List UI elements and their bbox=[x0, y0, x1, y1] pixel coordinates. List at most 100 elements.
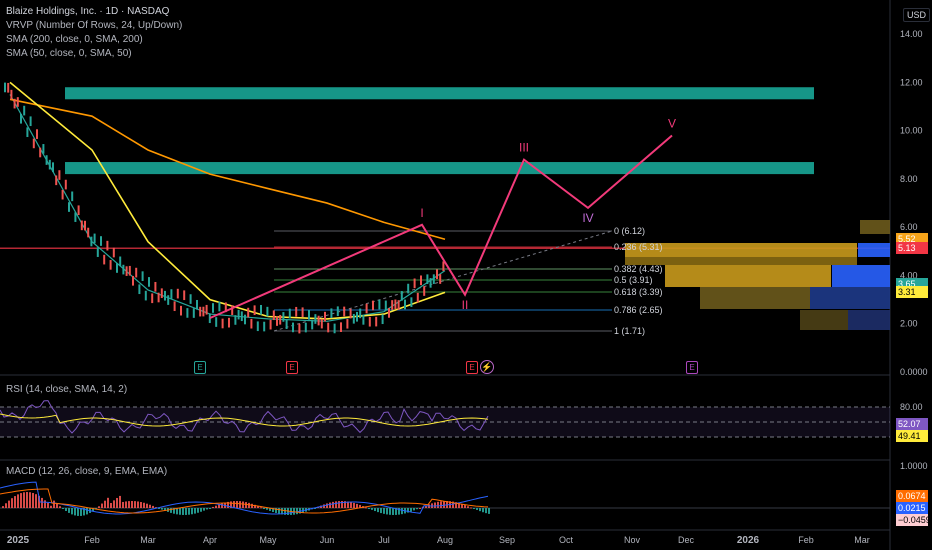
macd-histogram-bar bbox=[245, 502, 247, 508]
candle bbox=[125, 266, 128, 276]
macd-histogram-bar bbox=[236, 501, 238, 508]
legend-sma50[interactable]: SMA (50, close, 0, SMA, 50) bbox=[6, 48, 132, 59]
macd-histogram-bar bbox=[5, 503, 7, 508]
macd-histogram-bar bbox=[413, 508, 415, 511]
candle bbox=[400, 291, 403, 301]
macd-histogram-bar bbox=[365, 507, 367, 509]
legend-vrvp[interactable]: VRVP (Number Of Rows, 24, Up/Down) bbox=[6, 20, 183, 31]
macd-histogram-bar bbox=[200, 508, 202, 512]
candle bbox=[42, 144, 45, 154]
lightning-icon[interactable]: ⚡ bbox=[480, 360, 494, 374]
elliott-wave-path[interactable] bbox=[209, 134, 673, 319]
candle bbox=[365, 303, 368, 314]
macd-label[interactable]: MACD (12, 26, close, 9, EMA, EMA) bbox=[6, 466, 168, 477]
price-tick-label: 4.00 bbox=[900, 270, 918, 280]
macd-histogram-bar bbox=[182, 508, 184, 515]
candle bbox=[416, 292, 419, 303]
candle bbox=[202, 306, 205, 317]
earnings-icon[interactable]: E bbox=[466, 361, 478, 374]
candle bbox=[432, 274, 435, 284]
rsi-value-tag[interactable]: 49.41 bbox=[896, 430, 928, 442]
macd-histogram-bar bbox=[470, 507, 472, 509]
candle bbox=[116, 263, 118, 273]
time-axis-label: Jun bbox=[320, 535, 335, 545]
price-tag[interactable]: 5.52 bbox=[896, 232, 928, 245]
macd-histogram-bar bbox=[158, 508, 160, 509]
candle bbox=[48, 159, 51, 170]
macd-histogram-bar bbox=[143, 502, 145, 508]
volume-profile-bar bbox=[858, 243, 890, 257]
candle bbox=[272, 310, 275, 321]
candle bbox=[266, 306, 269, 317]
rsi-line[interactable] bbox=[0, 400, 489, 434]
candle bbox=[138, 284, 141, 295]
price-tag[interactable]: 5.13 bbox=[896, 242, 928, 255]
earnings-icon[interactable]: E bbox=[286, 361, 298, 374]
series-line-sma200[interactable] bbox=[9, 98, 446, 241]
price-tick-label: 14.00 bbox=[900, 29, 923, 39]
candle bbox=[39, 147, 42, 158]
macd-histogram-bar bbox=[464, 505, 466, 508]
macd-histogram-bar bbox=[323, 504, 325, 508]
candle bbox=[148, 277, 150, 287]
macd-histogram-bar bbox=[269, 508, 271, 511]
candle bbox=[218, 301, 221, 312]
macd-histogram-bar bbox=[161, 508, 163, 510]
series-line-sma50[interactable] bbox=[9, 81, 446, 320]
candle bbox=[269, 319, 272, 330]
candle bbox=[173, 301, 176, 312]
macd-value-tag[interactable]: 0.0215 bbox=[896, 502, 928, 514]
candle bbox=[20, 113, 22, 124]
macd-histogram-bar bbox=[221, 503, 223, 508]
rsi-sma-line[interactable] bbox=[0, 413, 489, 427]
candle bbox=[301, 307, 304, 318]
candle bbox=[404, 299, 406, 310]
candle bbox=[128, 265, 131, 276]
macd-histogram-bar bbox=[155, 507, 157, 509]
earnings-icon[interactable]: E bbox=[686, 361, 698, 374]
macd-histogram-bar bbox=[260, 507, 262, 509]
resistance-zone[interactable] bbox=[65, 162, 814, 175]
rsi-value-tag[interactable]: 52.07 bbox=[896, 418, 928, 430]
macd-histogram-bar bbox=[377, 508, 379, 513]
earnings-icon[interactable]: E bbox=[194, 361, 206, 374]
macd-histogram-bar bbox=[197, 508, 199, 513]
macd-histogram-bar bbox=[329, 502, 331, 508]
macd-histogram-bar bbox=[50, 505, 52, 508]
macd-line[interactable] bbox=[0, 481, 489, 515]
candle bbox=[192, 308, 195, 318]
macd-histogram-bar bbox=[473, 508, 475, 509]
macd-histogram-bar bbox=[425, 505, 427, 508]
candle bbox=[292, 322, 294, 333]
macd-value-tag[interactable]: 0.0674 bbox=[896, 490, 928, 502]
price-tag[interactable]: 3.31 bbox=[896, 286, 928, 299]
macd-histogram-bar bbox=[389, 508, 391, 515]
candle bbox=[199, 306, 202, 317]
fib-level-label: 0.382 (4.43) bbox=[614, 264, 663, 274]
macd-histogram-bar bbox=[341, 501, 343, 508]
candle bbox=[29, 116, 32, 127]
macd-histogram-bar bbox=[74, 508, 76, 516]
currency-label[interactable]: USD bbox=[903, 8, 931, 22]
candle bbox=[55, 175, 58, 186]
macd-histogram-bar bbox=[398, 508, 400, 515]
macd-histogram-bar bbox=[485, 508, 487, 514]
candle bbox=[87, 227, 90, 238]
macd-histogram-bar bbox=[401, 508, 403, 515]
macd-signal-line[interactable] bbox=[0, 488, 489, 514]
series-line-close[interactable] bbox=[9, 94, 446, 322]
macd-histogram-bar bbox=[44, 500, 46, 508]
legend-sma200[interactable]: SMA (200, close, 0, SMA, 200) bbox=[6, 34, 143, 45]
macd-histogram-bar bbox=[374, 508, 376, 512]
macd-value-tag[interactable]: −0.0459 bbox=[896, 514, 931, 526]
macd-histogram-bar bbox=[41, 497, 43, 508]
macd-histogram-bar bbox=[338, 501, 340, 508]
resistance-zone[interactable] bbox=[65, 87, 814, 100]
candle bbox=[378, 299, 381, 310]
price-tick-label: 6.00 bbox=[900, 222, 918, 232]
rsi-label[interactable]: RSI (14, close, SMA, 14, 2) bbox=[6, 384, 128, 395]
candle bbox=[340, 322, 342, 333]
candle bbox=[285, 319, 288, 330]
macd-histogram-bar bbox=[203, 508, 205, 511]
